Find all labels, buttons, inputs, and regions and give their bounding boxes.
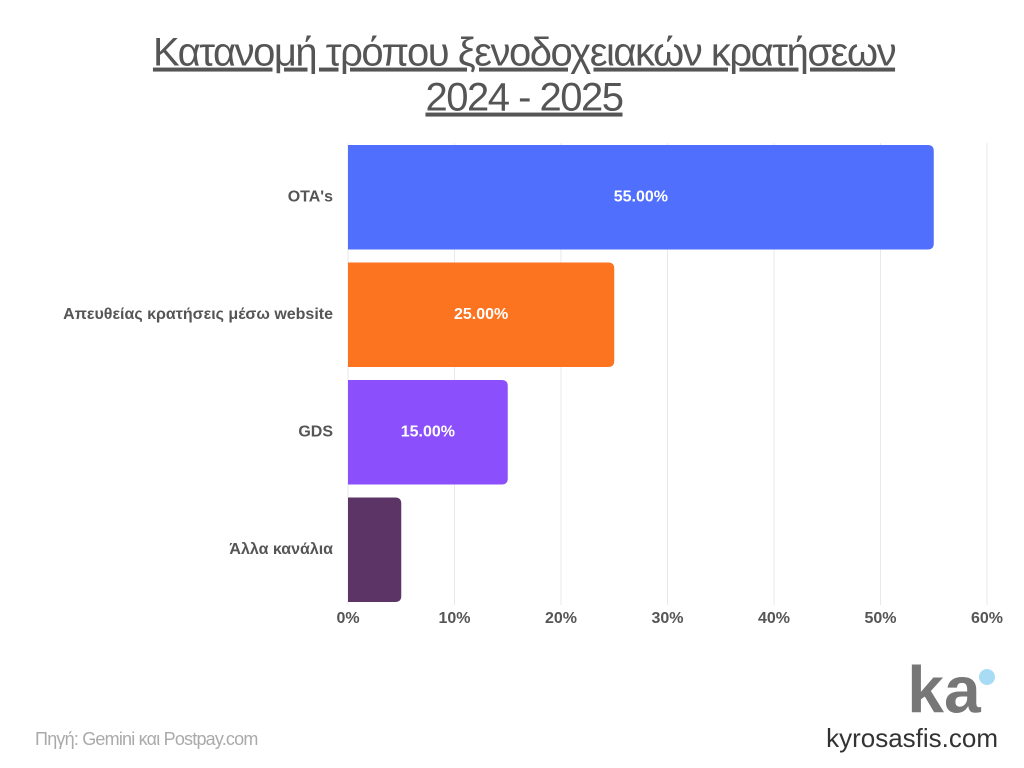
x-tick-label: 60%: [971, 610, 1003, 627]
bar: [348, 497, 402, 602]
x-tick-label: 30%: [651, 610, 683, 627]
y-tick-label: Απευθείας κρατήσεις μέσω website: [63, 306, 333, 323]
bar: [348, 262, 615, 367]
x-tick-label: 0%: [336, 610, 359, 627]
data-label: 15.00%: [401, 423, 455, 440]
bar: [348, 380, 508, 485]
y-tick-label: Άλλα κανάλια: [229, 541, 333, 558]
data-label: 25.00%: [454, 306, 508, 323]
logo: ka: [907, 652, 982, 726]
data-label: 55.00%: [614, 188, 668, 205]
website: kyrosasfis.com: [826, 723, 998, 753]
y-tick-label: OTA's: [288, 188, 333, 205]
x-tick-label: 40%: [758, 610, 790, 627]
source-note: Πηγή: Gemini και Postpay.com: [35, 729, 258, 749]
logo-dot: [979, 669, 995, 685]
chart-title: Κατανομή τρόπου ξενοδοχειακών κρατήσεων: [153, 31, 896, 75]
x-tick-label: 50%: [864, 610, 896, 627]
x-tick-label: 20%: [545, 610, 577, 627]
x-tick-label: 10%: [438, 610, 470, 627]
bar: [348, 145, 934, 250]
y-tick-label: GDS: [298, 423, 333, 440]
chart-title: 2024 - 2025: [425, 76, 622, 120]
